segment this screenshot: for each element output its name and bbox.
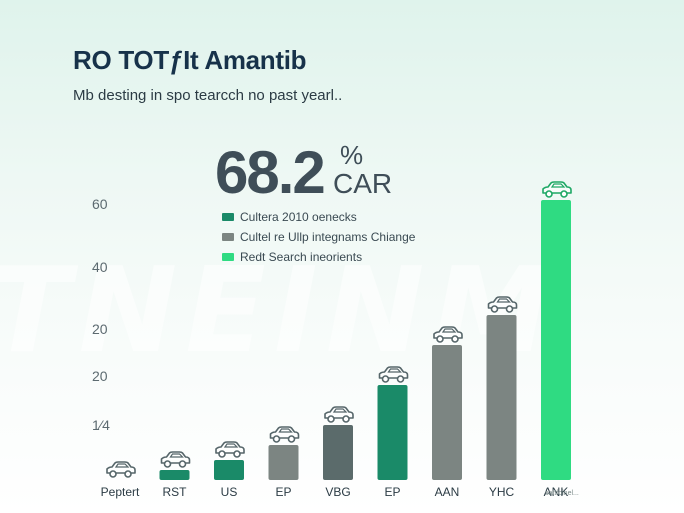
car-wheel	[163, 460, 172, 468]
y-axis-ticks: 60 40 20 20 1⁄4	[92, 196, 110, 433]
bar	[541, 200, 571, 480]
headline-value: 68.2	[215, 139, 326, 206]
car-window	[169, 453, 184, 458]
car-wheel	[287, 435, 296, 443]
car-icon	[378, 366, 409, 383]
car-wheel	[560, 190, 568, 198]
headline-unit: CAR	[333, 168, 393, 199]
x-tick-label: EP	[275, 485, 291, 499]
bar	[159, 470, 190, 480]
car-wheel	[109, 470, 117, 478]
car-wheel	[342, 415, 350, 423]
car-wheel	[124, 470, 132, 478]
car-icon	[269, 426, 300, 443]
car-icon	[487, 296, 518, 313]
headline-percent-sign: %	[340, 140, 364, 170]
car-wheel	[436, 335, 444, 343]
car-window	[332, 408, 348, 413]
car-icon	[324, 406, 354, 423]
y-tick-label: 40	[92, 259, 108, 275]
car-window	[441, 328, 457, 333]
car-window	[223, 443, 239, 448]
car-wheel	[327, 415, 335, 423]
bar	[268, 445, 299, 480]
car-wheel	[505, 305, 514, 313]
y-tick-label: 20	[92, 368, 108, 384]
car-wheel	[272, 435, 281, 443]
x-tick-label: Peptert	[101, 485, 140, 499]
car-wheel	[396, 375, 405, 383]
chart-title: RO TOTƒIt Amantib	[73, 45, 307, 75]
y-tick-label: 60	[92, 196, 108, 212]
legend-item: Redt Search ineorients	[222, 247, 415, 267]
x-tick-label: AAN	[435, 485, 460, 499]
bar	[214, 460, 244, 480]
legend-swatch	[222, 233, 234, 241]
car-wheel	[490, 305, 499, 313]
car-wheel	[381, 375, 390, 383]
x-tick-label: RST	[163, 485, 188, 499]
legend-swatch	[222, 213, 234, 221]
car-wheel	[451, 335, 459, 343]
car-window	[387, 368, 402, 373]
legend-swatch	[222, 253, 234, 261]
car-window	[496, 298, 511, 303]
car-wheel	[178, 460, 187, 468]
car-icon	[542, 181, 572, 198]
car-icon	[215, 441, 245, 458]
car-window	[114, 463, 130, 468]
car-wheel	[233, 450, 241, 458]
bars	[159, 200, 571, 480]
car-icon	[433, 326, 463, 343]
x-tick-label: EP	[384, 485, 400, 499]
bar	[377, 385, 408, 480]
bar	[432, 345, 462, 480]
y-tick-label: 20	[92, 321, 108, 337]
bar	[323, 425, 353, 480]
legend-item: Cultel re Ullp integnams Chiange	[222, 227, 415, 247]
footnote: sattfoinel...	[545, 490, 579, 497]
legend-label: Cultel re Ullp integnams Chiange	[240, 230, 416, 244]
car-window	[550, 183, 566, 188]
x-tick-label: YHC	[489, 485, 515, 499]
x-tick-label: ANK	[544, 485, 569, 499]
legend-label: Cultera 2010 oenecks	[240, 210, 357, 224]
bar-icons	[106, 181, 572, 478]
car-icon	[106, 461, 136, 478]
legend-item: Cultera 2010 oenecks	[222, 207, 415, 227]
car-wheel	[545, 190, 553, 198]
headline-stat: 68.2 % CAR	[215, 138, 392, 207]
legend-label: Redt Search ineorients	[240, 250, 363, 264]
car-window	[278, 428, 293, 433]
car-wheel	[218, 450, 226, 458]
y-tick-label: 1⁄4	[92, 417, 110, 433]
car-icon	[160, 451, 191, 468]
x-tick-label: VBG	[325, 485, 350, 499]
x-tick-label: US	[221, 485, 238, 499]
chart-legend: Cultera 2010 oenecks Cultel re Ullp inte…	[222, 207, 415, 267]
bar	[486, 315, 517, 480]
chart-subtitle: Mb desting in spo tearcch no past yearl.…	[73, 87, 343, 104]
x-axis-labels: Peptert RST US EP VBG EP AAN YHC ANK	[101, 485, 569, 499]
